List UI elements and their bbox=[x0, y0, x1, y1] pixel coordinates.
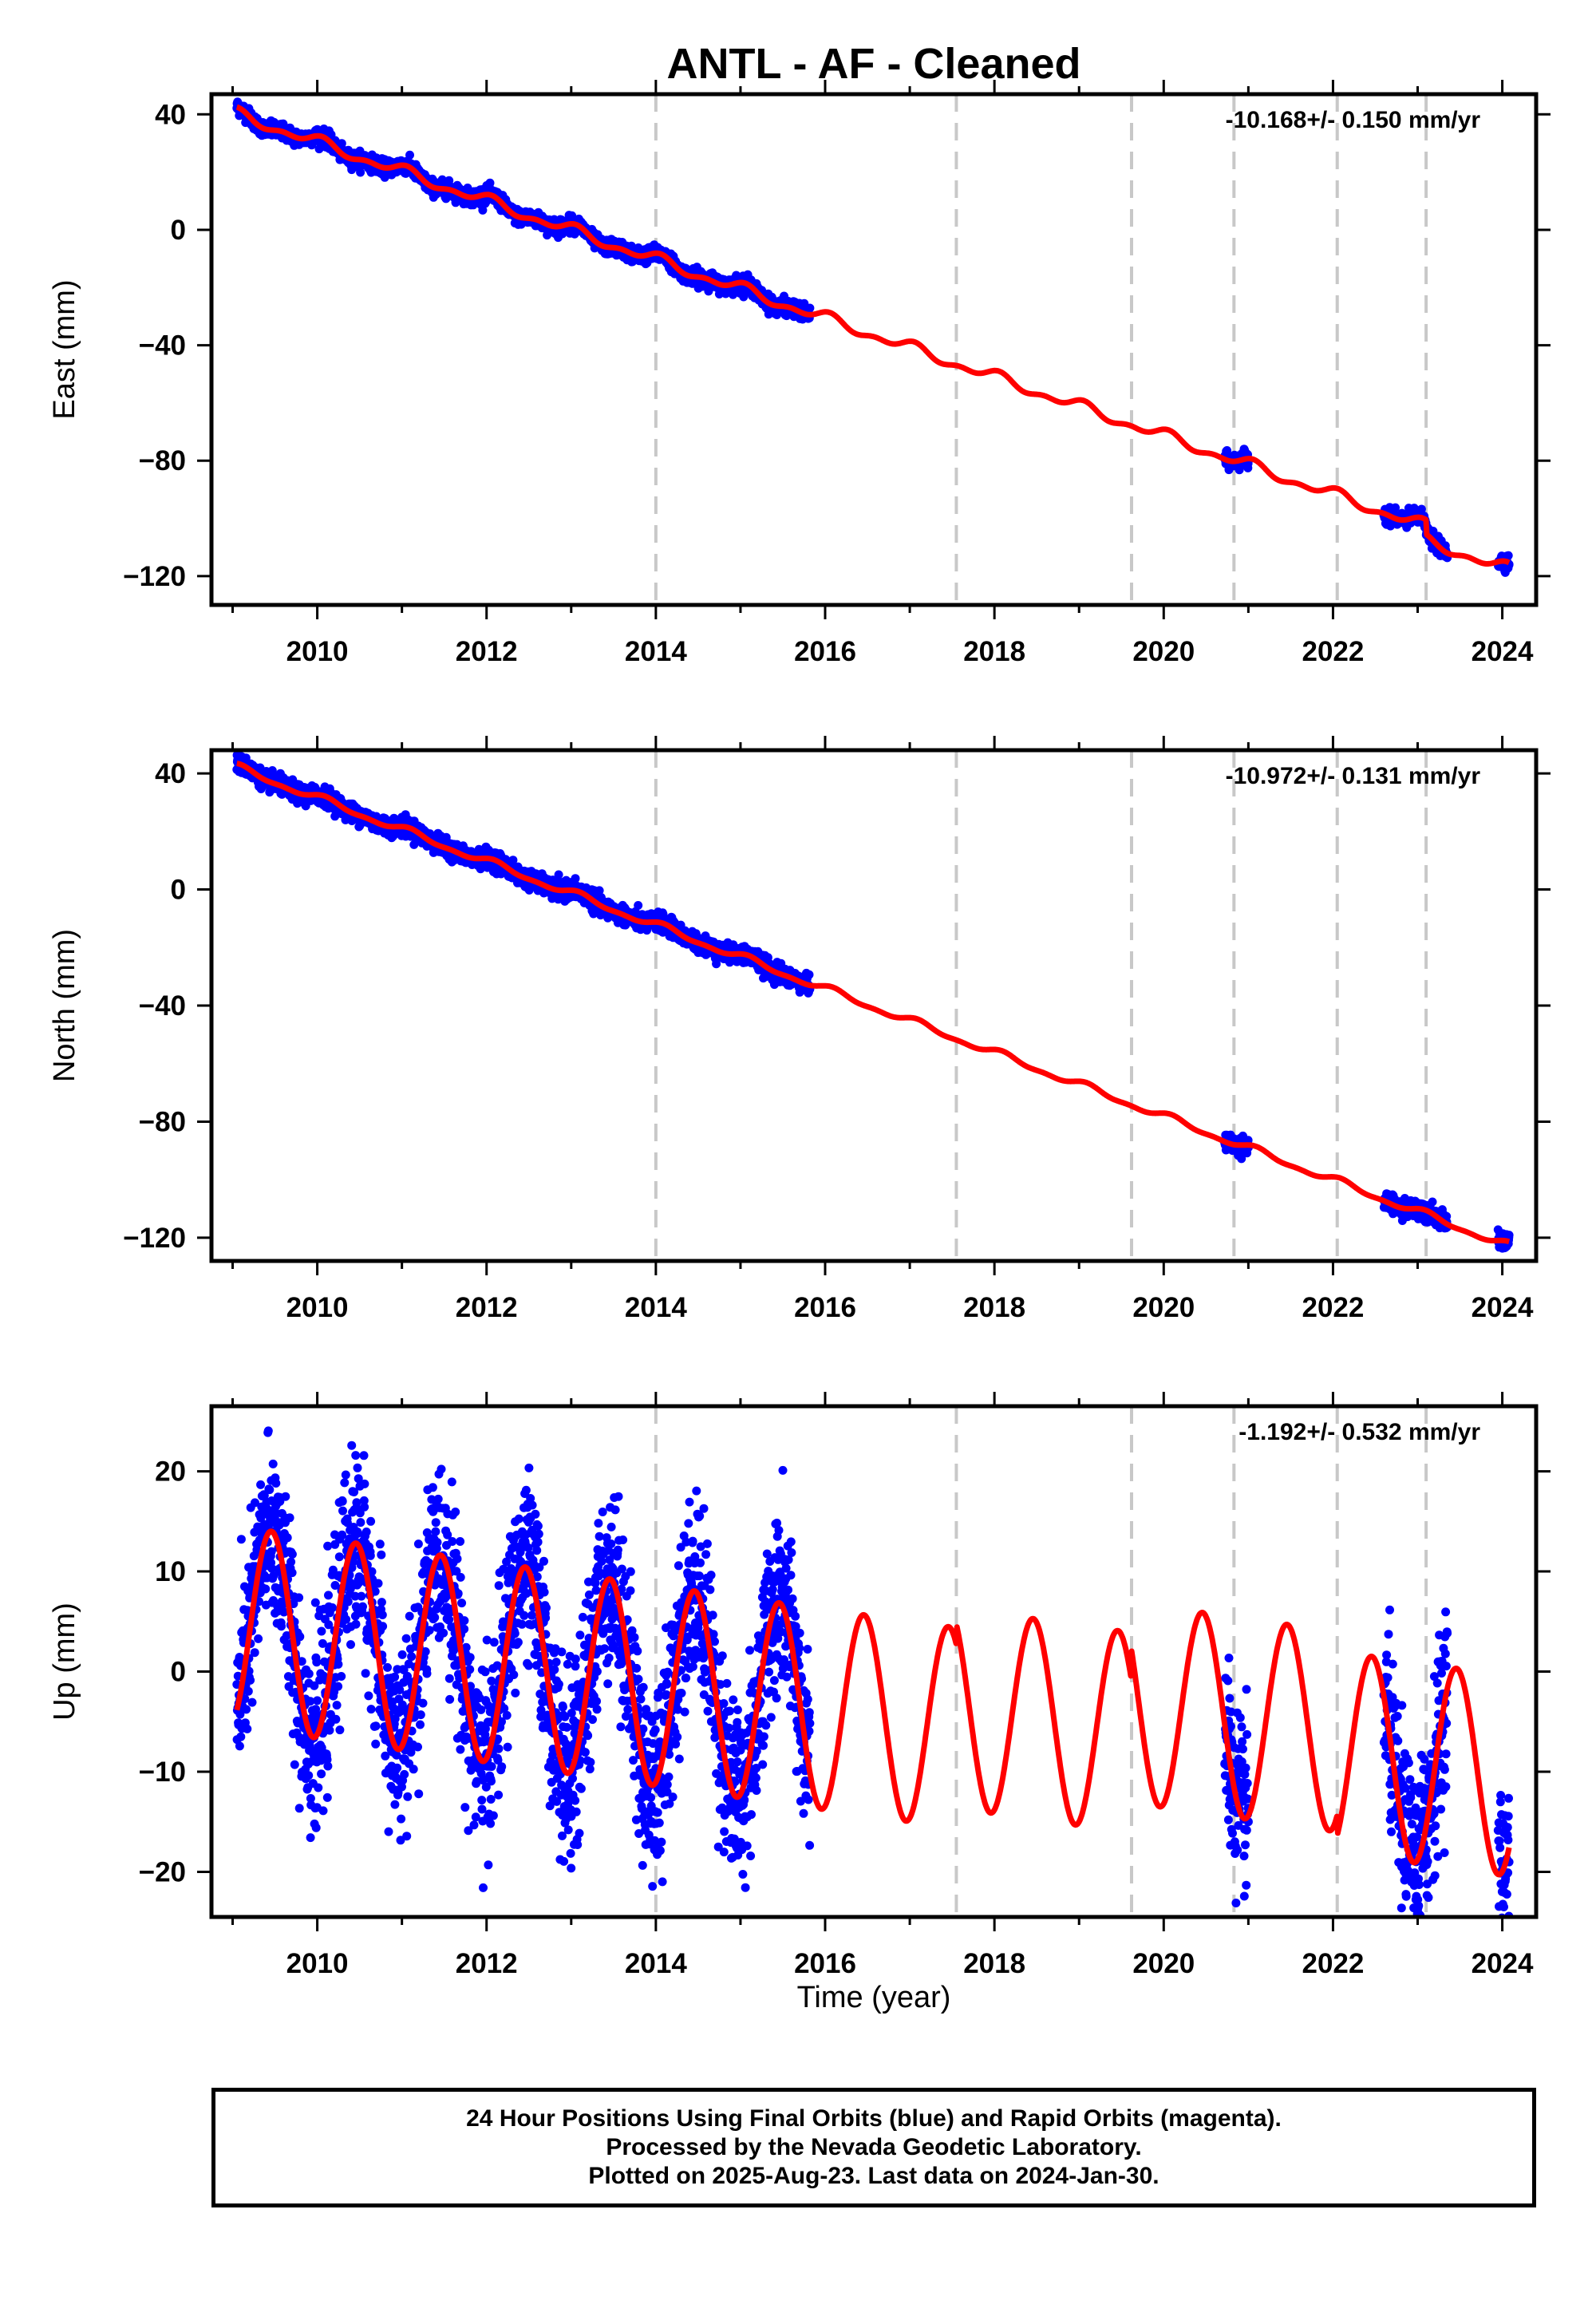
y-tick-label-0: 40 bbox=[155, 99, 186, 130]
data-point-735 bbox=[405, 150, 414, 160]
data-point-2436 bbox=[805, 303, 815, 313]
x-tick-label-2024: 2024 bbox=[1472, 636, 1534, 667]
panel-north: 2010 2012 2014 2016 2018 2020 2022 2024400−40−8… bbox=[48, 736, 1551, 1323]
panels: 2010 2012 2014 2016 2018 2020 2022 2024 40 0 −40 −8… bbox=[48, 80, 1551, 1979]
data-point-525 bbox=[356, 168, 365, 177]
data-point-1439 bbox=[571, 874, 580, 883]
y-tick-label-3: −80 bbox=[139, 445, 186, 476]
plot-area bbox=[232, 94, 1514, 605]
rate-label: -10.168+/- 0.150 mm/yr bbox=[1226, 107, 1481, 133]
data-point-1368 bbox=[554, 870, 563, 879]
x-tick-label-2012: 2012 bbox=[456, 636, 518, 667]
x-tick-label-2016: 2016 bbox=[794, 636, 856, 667]
data-point-1076 bbox=[485, 178, 495, 188]
panel-east: 2010 2012 2014 2016 2018 2020 2022 2024 40 0 −40 −8… bbox=[48, 80, 1551, 667]
x-tick-label-2018: 2018 bbox=[963, 636, 1025, 667]
y-axis-label: East (mm) bbox=[48, 279, 81, 419]
y-tick-label-1: 0 bbox=[171, 215, 186, 246]
x-tick-label-2022: 2022 bbox=[1302, 636, 1364, 667]
plot-area bbox=[232, 750, 1514, 1261]
chart-title: ANTL - AF - Cleaned bbox=[666, 40, 1080, 88]
data-point-1706 bbox=[634, 901, 643, 910]
y-tick-label-2: −40 bbox=[139, 330, 186, 362]
x-tick-label-2020: 2020 bbox=[1132, 636, 1195, 667]
x-tick-label-2014: 2014 bbox=[625, 636, 687, 667]
x-tick-label-2010: 2010 bbox=[286, 636, 349, 667]
data-point-1045 bbox=[478, 205, 488, 215]
y-tick-label-4: −120 bbox=[123, 561, 186, 592]
data-point-446 bbox=[337, 139, 346, 148]
